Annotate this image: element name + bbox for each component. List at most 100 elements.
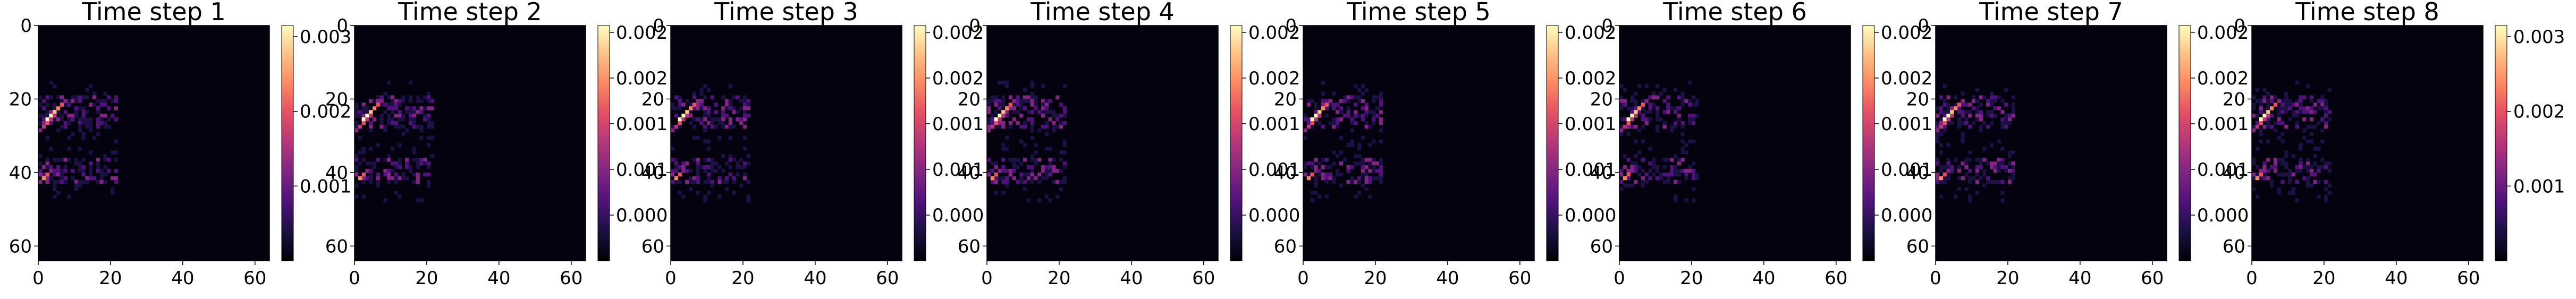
heatmap-cell: [2007, 180, 2012, 184]
heatmap-cell: [1982, 158, 1987, 162]
heatmap-cell: [96, 180, 100, 184]
heatmap-cell: [408, 114, 413, 118]
heatmap-cell: [372, 117, 377, 122]
heatmap-cell: [1332, 150, 1336, 155]
heatmap-cell: [394, 99, 399, 103]
axes-frame: [670, 25, 902, 261]
heatmap-cell: [1968, 176, 1972, 181]
heatmap-cell: [41, 165, 46, 169]
x-tick-label: 40: [2385, 268, 2408, 289]
heatmap-cell: [1321, 176, 1325, 181]
heatmap-cell: [2299, 99, 2303, 103]
heatmap-cell: [56, 95, 61, 99]
heatmap-cell: [703, 168, 707, 173]
heatmap-cell: [1339, 183, 1344, 188]
heatmap-cell: [1023, 99, 1027, 103]
heatmap-cell: [2000, 110, 2005, 114]
heatmap-cell: [1034, 102, 1038, 107]
heatmap-cell: [412, 124, 417, 129]
heatmap-cell: [1336, 121, 1340, 125]
heatmap-cell: [998, 121, 1002, 125]
axes-frame: [2251, 25, 2484, 261]
heatmap-cell: [990, 168, 995, 173]
heatmap-cell: [45, 180, 49, 184]
heatmap-cell: [358, 110, 362, 114]
heatmap-cell: [1964, 121, 1969, 125]
heatmap-cell: [114, 95, 119, 99]
heatmap-cell: [2309, 124, 2314, 129]
heatmap-cell: [1321, 80, 1325, 85]
heatmap-cell-bright: [1634, 114, 1638, 118]
heatmap-cell: [1012, 106, 1016, 110]
heatmap-cell: [742, 165, 747, 169]
colorbar-tick-label: 0.002: [1248, 68, 1300, 89]
heatmap-cell: [1321, 91, 1325, 96]
heatmap-cell: [1655, 95, 1660, 99]
heatmap-cell: [1306, 99, 1311, 103]
heatmap-cell: [1684, 150, 1688, 155]
heatmap-cell: [71, 132, 75, 136]
heatmap-cell: [49, 80, 53, 85]
heatmap-cell: [742, 135, 747, 140]
heatmap-cell: [1946, 176, 1950, 181]
heatmap-cell: [96, 124, 100, 129]
heatmap-cell: [994, 124, 998, 129]
heatmap-cell: [1023, 143, 1027, 147]
heatmap-cell: [1026, 172, 1031, 177]
heatmap-cell: [1968, 124, 1972, 129]
colorbar-tick-label: 0.000: [1565, 205, 1616, 226]
heatmap-cell: [2299, 158, 2303, 162]
heatmap-cell: [1044, 172, 1049, 177]
heatmap-cell: [2281, 106, 2285, 110]
heatmap-cell: [728, 99, 733, 103]
heatmap-cell: [60, 176, 64, 181]
heatmap-cell-bright: [1946, 114, 1950, 118]
heatmap-cell: [2320, 165, 2325, 169]
heatmap-cell: [1062, 84, 1067, 89]
heatmap-cell: [1619, 187, 1624, 191]
heatmap-cell-bright: [1623, 124, 1627, 129]
heatmap-cell: [1989, 143, 1994, 147]
heatmap-cell: [1641, 106, 1645, 110]
heatmap-cell: [746, 180, 751, 184]
heatmap-cells: [987, 80, 1067, 202]
heatmap-cell: [2327, 168, 2332, 173]
heatmap-cell: [2255, 194, 2260, 199]
heatmap-cell: [1655, 117, 1660, 122]
heatmap-cell: [1968, 110, 1972, 114]
heatmap-cell: [369, 124, 373, 129]
heatmap-cell-bright: [994, 117, 998, 122]
heatmap-cell: [1030, 91, 1034, 96]
heatmap-cell: [1662, 180, 1667, 184]
heatmap-cell: [390, 117, 395, 122]
heatmap-cell: [696, 168, 700, 173]
heatmap-cell: [1012, 165, 1016, 169]
heatmap-cell: [1030, 135, 1034, 140]
y-tick-label: 60: [1274, 236, 1297, 257]
heatmap-cell: [2313, 102, 2317, 107]
y-tick-label: 20: [641, 89, 664, 110]
heatmap-cell: [703, 128, 707, 133]
heatmap-cell: [365, 106, 369, 110]
x-tick-label: 40: [1752, 268, 1775, 289]
heatmap-cell: [1361, 114, 1365, 118]
heatmap-cell: [685, 161, 689, 166]
heatmap-cell: [987, 168, 991, 173]
heatmap-cell: [394, 172, 399, 177]
heatmap-cell: [742, 172, 747, 177]
heatmap-cell: [1971, 121, 1976, 125]
heatmap-cell: [1372, 158, 1376, 162]
heatmap-cell: [1644, 84, 1649, 89]
heatmap-cell: [2266, 121, 2270, 125]
heatmap-cell: [717, 176, 722, 181]
heatmap-cell: [2273, 168, 2278, 173]
heatmap-cell: [1989, 95, 1994, 99]
heatmap-cell: [398, 102, 402, 107]
heatmap-cell: [703, 198, 707, 202]
heatmap-cell: [53, 158, 57, 162]
heatmap-cell: [1964, 161, 1969, 166]
heatmap-cell: [401, 95, 406, 99]
heatmap-cell: [1936, 121, 1940, 125]
heatmap-cell: [387, 158, 391, 162]
heatmap-cell: [706, 172, 711, 177]
